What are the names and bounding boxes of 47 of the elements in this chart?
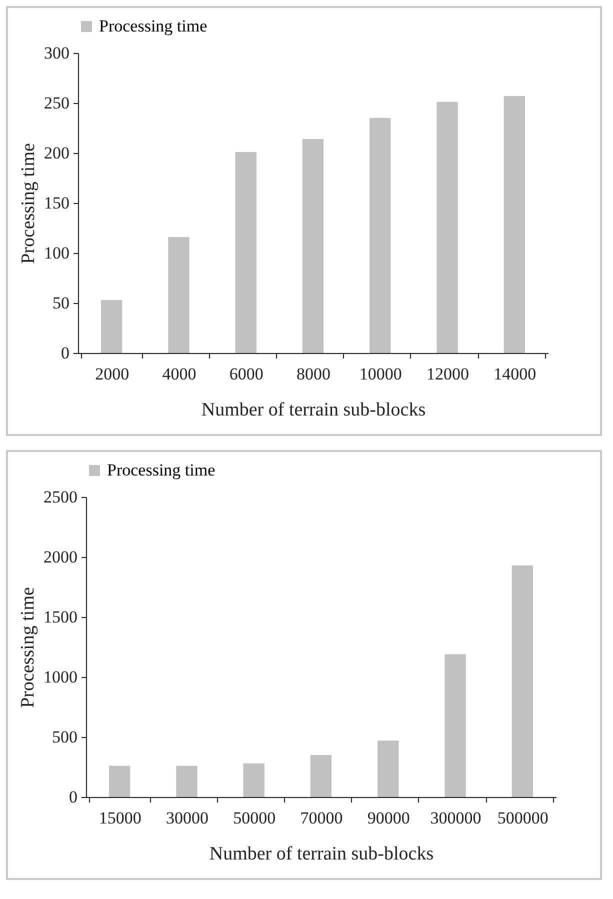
y-axis-title: Processing time bbox=[18, 143, 39, 264]
x-tick-label: 500000 bbox=[497, 808, 548, 828]
y-tick-label: 2500 bbox=[44, 488, 78, 506]
x-tick-label: 8000 bbox=[296, 364, 330, 384]
x-tick-label: 14000 bbox=[494, 364, 536, 384]
bar bbox=[168, 237, 190, 353]
bar bbox=[302, 139, 324, 353]
y-axis-title: Processing time bbox=[18, 587, 38, 708]
x-tick-label: 30000 bbox=[166, 808, 208, 828]
x-tick-label: 12000 bbox=[426, 364, 470, 384]
bar bbox=[243, 763, 264, 797]
x-tick-label: 6000 bbox=[229, 364, 264, 384]
x-tick-label: 90000 bbox=[367, 808, 410, 828]
bar bbox=[310, 755, 332, 797]
bar bbox=[176, 766, 198, 797]
bar bbox=[378, 740, 399, 797]
y-tick-label: 1500 bbox=[44, 608, 78, 626]
x-tick-label: 15000 bbox=[98, 808, 142, 828]
y-tick-label: 50 bbox=[52, 294, 70, 312]
y-tick-label: 300 bbox=[44, 44, 70, 62]
bar bbox=[100, 300, 122, 353]
y-tick-label: 0 bbox=[61, 344, 70, 362]
bar bbox=[235, 152, 256, 353]
y-tick-label: 0 bbox=[69, 788, 78, 806]
x-tick-label: 2000 bbox=[95, 364, 130, 384]
bar bbox=[504, 96, 526, 353]
y-tick-label: 2000 bbox=[44, 548, 78, 566]
y-tick-label: 250 bbox=[44, 94, 70, 112]
y-tick-label: 500 bbox=[52, 728, 78, 746]
bar bbox=[370, 118, 391, 353]
y-tick-label: 150 bbox=[44, 194, 70, 212]
x-axis-title: Number of terrain sub-blocks bbox=[209, 844, 434, 864]
bar bbox=[436, 102, 458, 353]
y-tick-label: 100 bbox=[44, 244, 70, 262]
x-tick-label: 50000 bbox=[233, 808, 276, 828]
x-tick-label: 4000 bbox=[162, 364, 196, 384]
legend-label: Processing time bbox=[99, 16, 208, 36]
x-tick-label: 300000 bbox=[430, 808, 482, 828]
bar bbox=[444, 654, 466, 797]
legend-label: Processing time bbox=[107, 460, 216, 480]
bar bbox=[512, 565, 534, 797]
y-tick-label: 1000 bbox=[44, 668, 78, 686]
x-tick-label: 10000 bbox=[359, 364, 402, 384]
y-tick-label: 200 bbox=[44, 144, 70, 162]
x-axis-title: Number of terrain sub-blocks bbox=[201, 400, 426, 420]
x-tick-label: 70000 bbox=[300, 808, 343, 828]
bar bbox=[108, 766, 130, 797]
